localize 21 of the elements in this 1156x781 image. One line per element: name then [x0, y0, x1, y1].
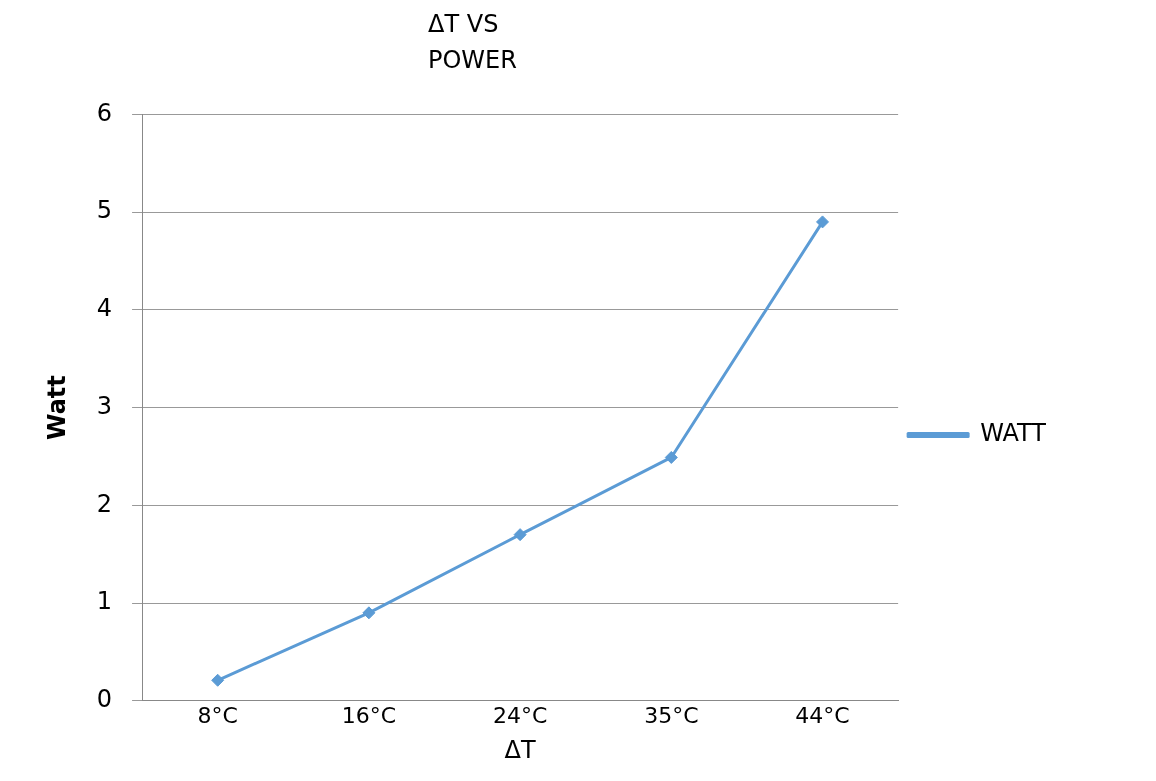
- legend-label: WATT: [980, 419, 1047, 448]
- x-tick-label: 44°C: [795, 702, 850, 728]
- y-tick-label: 1: [96, 587, 113, 616]
- point: [211, 673, 225, 687]
- x-tick-label: 35°C: [644, 702, 699, 728]
- x-tick-label: 8°C: [197, 702, 238, 728]
- y-tick-label: 6: [96, 98, 113, 127]
- y-tick-label: 4: [96, 294, 113, 323]
- point: [664, 450, 678, 464]
- x-tick-label: 16°C: [341, 702, 397, 728]
- point: [816, 215, 830, 229]
- point: [513, 528, 527, 542]
- y-tick-label: 0: [96, 685, 113, 714]
- x-axis-title: ΔT: [504, 735, 536, 764]
- y-tick-label: 3: [96, 391, 113, 420]
- chart-title: ΔT VS POWER: [428, 9, 518, 76]
- y-axis-title: Watt: [42, 375, 71, 440]
- point: [362, 606, 376, 620]
- y-tick-label: 5: [96, 196, 113, 225]
- x-tick-label: 24°C: [492, 702, 548, 728]
- y-tick-label: 2: [96, 489, 113, 518]
